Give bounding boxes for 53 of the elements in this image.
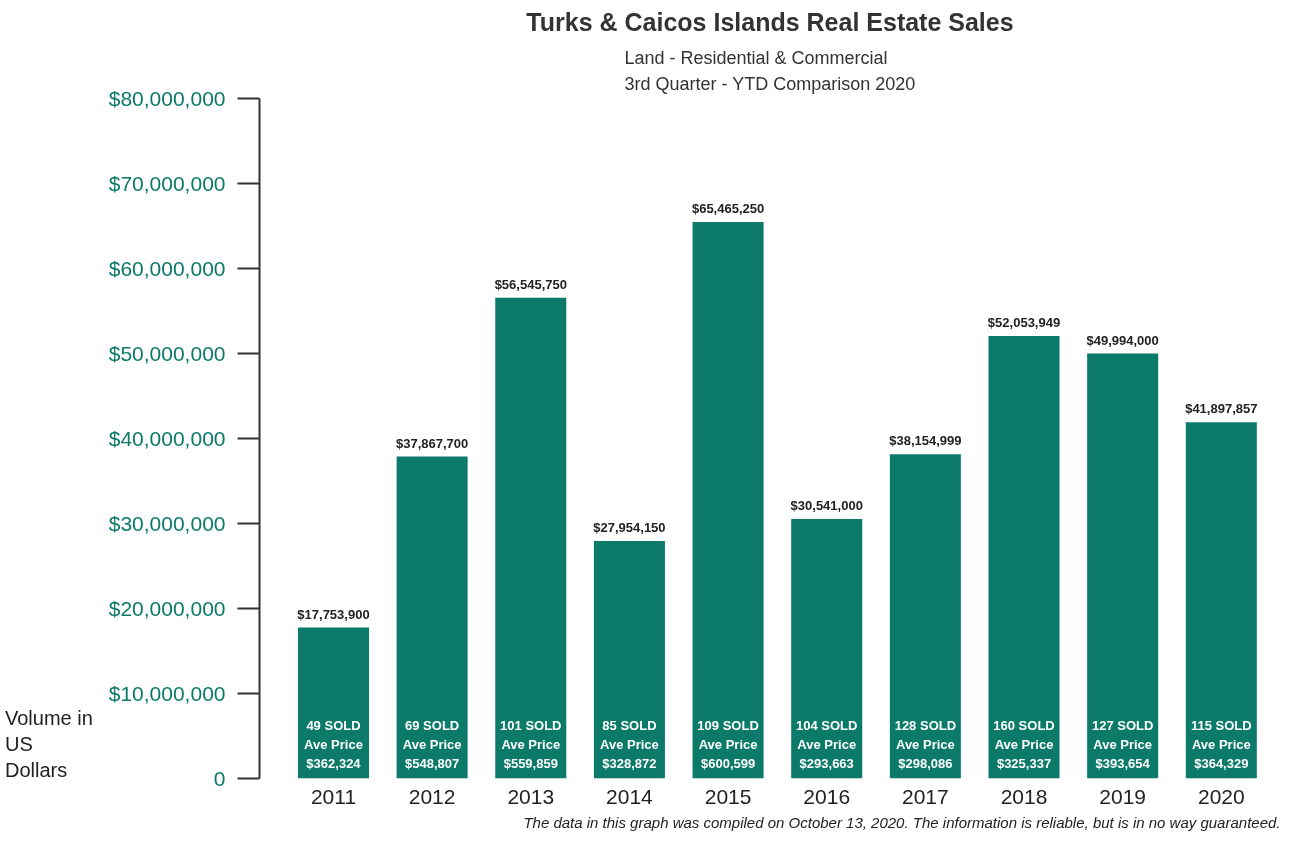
x-tick-label: 2016: [803, 784, 851, 808]
data-label: $49,994,000: [1086, 332, 1159, 348]
x-tick-label: 2013: [507, 784, 555, 808]
data-label: $65,465,250: [691, 201, 765, 217]
y-tick-label: $80,000,000: [108, 87, 226, 110]
data-label: $52,053,949: [987, 315, 1061, 331]
chart-title: Turks & Caicos Islands Real Estate Sales: [526, 7, 1014, 36]
y-tick-label: $60,000,000: [108, 257, 226, 280]
x-tick-label: 2018: [1000, 784, 1048, 808]
bar: [297, 627, 369, 779]
x-tick-label: 2019: [1099, 784, 1147, 808]
bar: [1185, 422, 1257, 779]
bar: [495, 297, 567, 779]
annotation: 115 SOLD Ave Price $364,329: [1190, 717, 1252, 771]
y-tick-label: $10,000,000: [108, 682, 226, 705]
annotation: 127 SOLD Ave Price $393,654: [1091, 717, 1154, 771]
bar: [396, 456, 468, 779]
y-tick-label: $70,000,000: [108, 172, 226, 195]
text: The data in this graph was compiled on October 13, 2020. The information is reliable, but is in no way guaranteed.: [523, 813, 1281, 831]
data-label: $27,954,150: [593, 519, 666, 535]
data-label: $38,154,999: [889, 433, 962, 449]
bar: [593, 540, 665, 779]
y-tick-label: $20,000,000: [108, 597, 226, 620]
annotation: 128 SOLD Ave Price $298,086: [894, 717, 957, 771]
annotation: 69 SOLD Ave Price $548,807: [402, 717, 462, 771]
y-tick-label: $30,000,000: [108, 512, 226, 535]
data-label: $41,897,857: [1185, 401, 1258, 417]
data-label: $37,867,700: [395, 435, 469, 451]
bar: [889, 454, 961, 779]
y-tick-label: 0: [213, 767, 226, 790]
y-tick-label: $40,000,000: [108, 427, 226, 450]
data-label: $56,545,750: [494, 276, 567, 292]
x-tick-label: 2020: [1197, 784, 1245, 808]
annotation: 85 SOLD Ave Price $328,872: [600, 717, 659, 771]
x-tick-label: 2017: [902, 784, 949, 808]
x-tick-label: 2012: [408, 784, 456, 808]
y-tick-label: $50,000,000: [108, 342, 226, 365]
bar: [791, 518, 863, 779]
bar: [692, 222, 764, 779]
annotation: 109 SOLD Ave Price $600,599: [697, 717, 759, 771]
annotation: 101 SOLD Ave Price $559,859: [500, 717, 562, 771]
x-tick-label: 2011: [310, 784, 357, 808]
annotation: 49 SOLD Ave Price $362,324: [304, 717, 363, 771]
y-axis-title: Volume in US Dollars: [5, 706, 94, 783]
x-tick-label: 2015: [704, 784, 752, 808]
x-tick-label: 2014: [606, 784, 654, 808]
chart-subtitle: Land - Residential & Commercial 3rd Quarter - YTD Comparison 2020: [624, 47, 916, 94]
data-label: $17,753,900: [297, 606, 370, 622]
bar: [988, 336, 1060, 779]
annotation: 104 SOLD Ave Price $293,663: [796, 717, 858, 771]
data-label: $30,541,000: [790, 497, 863, 513]
bar: [1087, 353, 1159, 779]
annotation: 160 SOLD Ave Price $325,337: [993, 717, 1055, 771]
